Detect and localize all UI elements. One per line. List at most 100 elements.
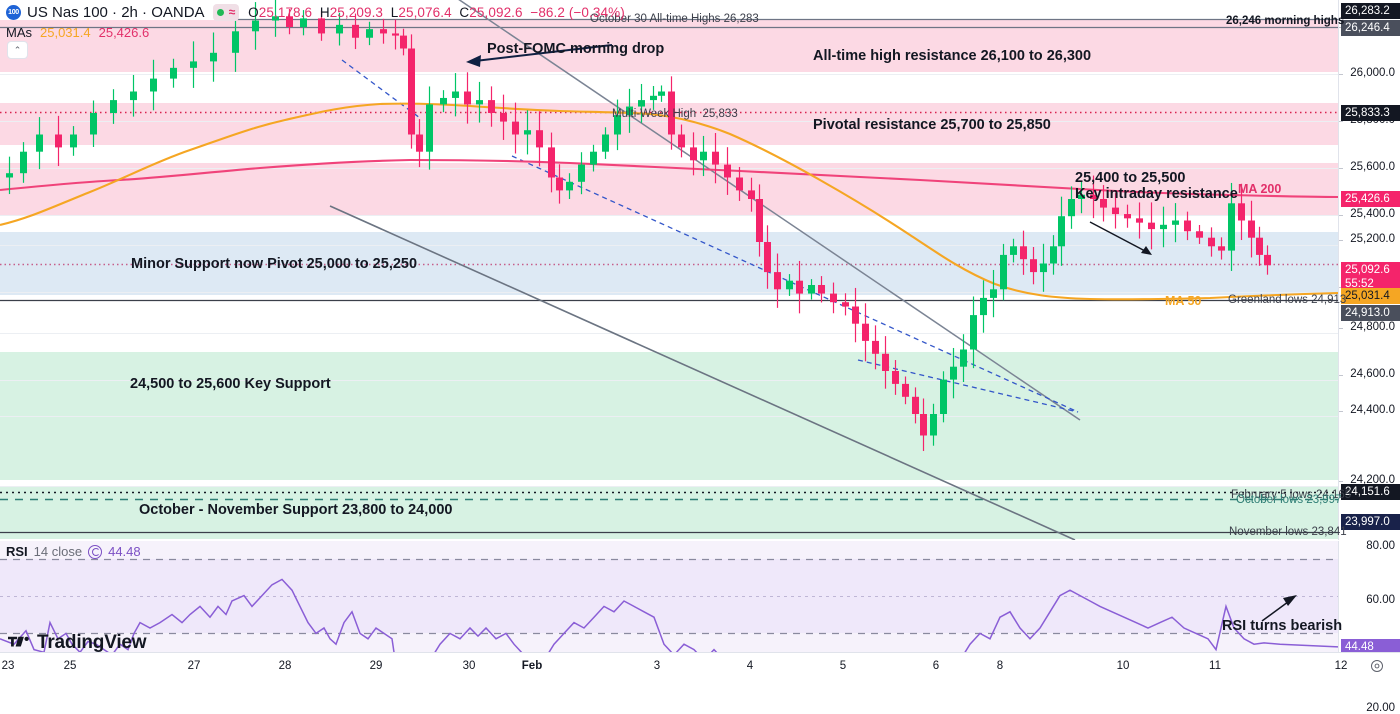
time-tick-label: 11 xyxy=(1209,660,1221,672)
ma50-price-badge[interactable]: 25,031.4 xyxy=(1341,288,1400,304)
market-open-dot xyxy=(216,8,224,16)
time-tick-label: 12 xyxy=(1334,660,1348,672)
candle-body xyxy=(818,285,825,294)
symbol-title[interactable]: US Nas 100 · 2h · OANDA xyxy=(27,3,205,21)
price-tick-label: 25,400.0 xyxy=(1350,208,1395,220)
time-axis[interactable]: 23 25 27 28 29 30 Feb 3 4 5 6 8 10 11 12 xyxy=(0,652,1400,682)
candle-body xyxy=(336,24,343,34)
candle-body xyxy=(1208,237,1215,247)
ma-50-value: 25,031.4 xyxy=(40,25,91,40)
rsi-params: 14 close xyxy=(33,544,83,559)
price-axis[interactable]: 26,200.026,000.025,800.025,600.025,400.0… xyxy=(1338,0,1400,561)
candle-body xyxy=(638,100,645,107)
candle-body xyxy=(590,151,597,165)
time-tick-label: 3 xyxy=(653,660,661,672)
market-status-pill[interactable]: ≈ xyxy=(212,3,240,21)
rsi-turns-bearish-label: RSI turns bearish xyxy=(1222,618,1343,634)
rsi-legend[interactable]: RSI 14 close 44.48 xyxy=(6,544,141,559)
candle-body xyxy=(6,173,13,178)
rsi-value-badge[interactable]: 44.48 xyxy=(1341,639,1400,655)
refresh-icon[interactable] xyxy=(88,544,103,559)
price-tick-label: 25,600.0 xyxy=(1350,161,1395,173)
candle-body xyxy=(1112,207,1119,215)
price-tick-mark xyxy=(1339,121,1343,122)
symbol-row[interactable]: 100 US Nas 100 · 2h · OANDA ≈ O25,178.6 … xyxy=(6,2,625,22)
close-value: 25,092.6 xyxy=(469,4,523,20)
price-tick-label: 24,200.0 xyxy=(1350,474,1395,486)
candle-body xyxy=(1058,216,1065,247)
zone-minor-support-pivot xyxy=(0,232,1338,295)
ma-200-tag: MA 200 xyxy=(1238,182,1282,196)
candle-body xyxy=(1184,220,1191,232)
time-tick-label: 4 xyxy=(746,660,754,672)
candle-body xyxy=(764,242,771,273)
ma-label: MAs xyxy=(6,25,32,40)
all-time-highs-line-label: October 30 All-time Highs 26,283 xyxy=(590,13,759,25)
time-tick-label: 6 xyxy=(932,660,940,672)
candle-body xyxy=(970,315,977,350)
candle-body xyxy=(748,190,755,199)
time-tick-label: 30 xyxy=(462,660,476,672)
candle-body xyxy=(476,100,483,105)
candle-body xyxy=(1100,199,1107,208)
candle-body xyxy=(440,97,447,105)
february-low-badge[interactable]: 24,151.6 xyxy=(1341,484,1400,500)
ma-200-line xyxy=(0,158,1338,199)
candle-body xyxy=(150,78,157,92)
multi-week-high-badge[interactable]: 25,833.3 xyxy=(1341,105,1400,121)
candle-body xyxy=(352,24,359,38)
candle-body xyxy=(892,371,899,384)
price-chart-pane[interactable] xyxy=(0,0,1338,540)
rsi-chart-svg xyxy=(0,558,1338,652)
price-tick-mark xyxy=(1339,411,1343,412)
candle-body xyxy=(724,164,731,178)
morning-high-badge[interactable]: 26,246.4 xyxy=(1341,20,1400,36)
price-tick-label: 24,600.0 xyxy=(1350,368,1395,380)
candle-body xyxy=(366,29,373,38)
candles-group xyxy=(6,0,1271,452)
all-time-high-badge[interactable]: 26,283.2 xyxy=(1341,3,1400,19)
moving-averages-row[interactable]: MAs 25,031.4 25,426.6 xyxy=(6,23,625,42)
candle-body xyxy=(1050,246,1057,264)
candle-body xyxy=(70,134,77,148)
candle-body xyxy=(1000,254,1007,290)
candle-body xyxy=(1172,220,1179,225)
rsi-pane[interactable] xyxy=(0,541,1338,652)
chart-legend: 100 US Nas 100 · 2h · OANDA ≈ O25,178.6 … xyxy=(6,2,625,42)
candle-body xyxy=(1196,231,1203,238)
october-lows-label: October lows 23,997 xyxy=(1236,494,1342,506)
ma-50-tag: MA 50 xyxy=(1165,294,1202,308)
greenland-low-badge[interactable]: 24,913.0 xyxy=(1341,305,1400,321)
candle-body xyxy=(1078,194,1085,199)
last-price-badge[interactable]: 25,092.6 55:52 xyxy=(1341,262,1400,292)
candle-body xyxy=(786,280,793,290)
candle-body xyxy=(1020,246,1027,260)
time-tick-label: 5 xyxy=(839,660,847,672)
candle-body xyxy=(318,18,325,34)
candle-body xyxy=(1256,237,1263,255)
key-intraday-resistance-label: 25,400 to 25,500 Key intraday resistance xyxy=(1075,170,1238,203)
rsi-tick-label: 20.00 xyxy=(1366,702,1395,714)
candle-body xyxy=(190,61,197,68)
candle-body xyxy=(650,95,657,101)
candle-body xyxy=(1148,222,1155,230)
chevron-up-icon: ⌃ xyxy=(13,44,22,55)
change-value: −86.2 (−0.34%) xyxy=(530,4,625,20)
all-time-high-resistance-label: All-time high resistance 26,100 to 26,30… xyxy=(813,48,1092,64)
candle-body xyxy=(1010,246,1017,255)
ma200-price-badge[interactable]: 25,426.6 xyxy=(1341,191,1400,207)
price-tick-mark xyxy=(1339,74,1343,75)
october-low-badge[interactable]: 23,997.0 xyxy=(1341,514,1400,530)
collapse-legend-button[interactable]: ⌃ xyxy=(7,41,28,59)
candle-body xyxy=(1090,194,1097,199)
candle-body xyxy=(700,151,707,161)
settings-icon[interactable] xyxy=(1370,659,1384,673)
open-label: O xyxy=(248,4,259,20)
time-tick-label: 23 xyxy=(1,660,15,672)
candle-body xyxy=(452,91,459,98)
price-tick-label: 26,000.0 xyxy=(1350,67,1395,79)
candle-body xyxy=(110,100,117,113)
candle-body xyxy=(1264,254,1271,266)
candle-body xyxy=(170,67,177,79)
